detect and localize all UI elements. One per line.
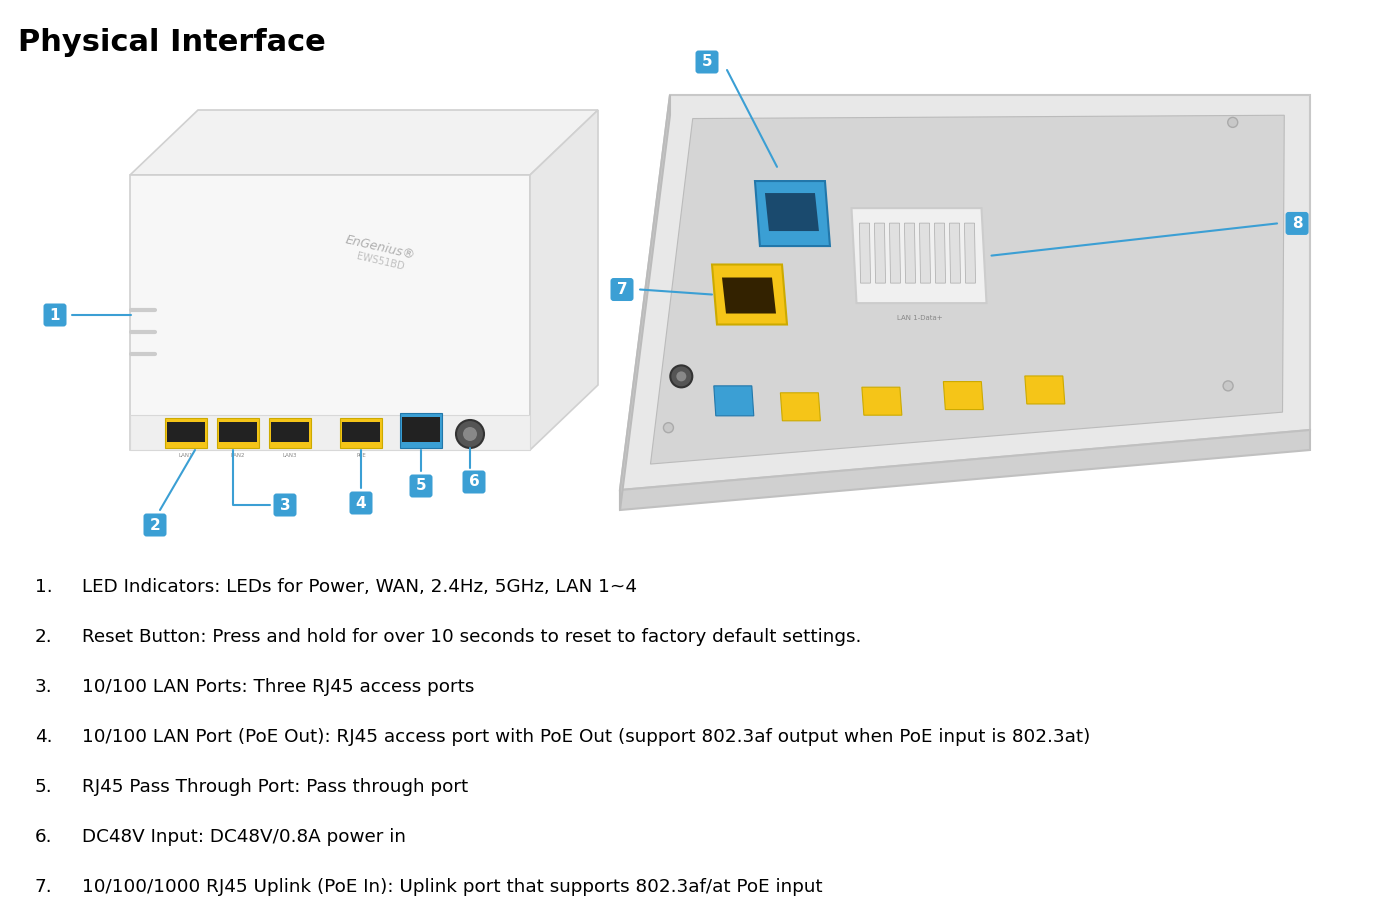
Circle shape bbox=[463, 427, 477, 441]
Text: 7: 7 bbox=[616, 282, 627, 297]
Circle shape bbox=[664, 423, 674, 433]
Circle shape bbox=[676, 372, 686, 382]
Polygon shape bbox=[219, 422, 257, 442]
Polygon shape bbox=[620, 95, 1310, 490]
Polygon shape bbox=[722, 278, 775, 313]
Text: 10/100/1000 RJ45 Uplink (PoE In): Uplink port that supports 802.3af/at PoE input: 10/100/1000 RJ45 Uplink (PoE In): Uplink… bbox=[82, 878, 822, 896]
Polygon shape bbox=[781, 393, 821, 421]
Circle shape bbox=[1224, 381, 1233, 391]
Polygon shape bbox=[755, 181, 830, 246]
Polygon shape bbox=[340, 418, 382, 448]
FancyBboxPatch shape bbox=[349, 491, 373, 515]
FancyBboxPatch shape bbox=[696, 50, 719, 74]
Text: 7.: 7. bbox=[34, 878, 52, 896]
Text: 5: 5 bbox=[415, 478, 426, 494]
Polygon shape bbox=[905, 223, 916, 283]
Polygon shape bbox=[131, 175, 529, 450]
Polygon shape bbox=[166, 422, 205, 442]
Polygon shape bbox=[1024, 376, 1064, 404]
Text: DC48V Input: DC48V/0.8A power in: DC48V Input: DC48V/0.8A power in bbox=[82, 828, 406, 846]
Text: 1.: 1. bbox=[34, 578, 52, 596]
Text: LAN2: LAN2 bbox=[231, 453, 245, 458]
Polygon shape bbox=[620, 430, 1310, 510]
FancyBboxPatch shape bbox=[131, 415, 529, 450]
Circle shape bbox=[456, 420, 484, 448]
Circle shape bbox=[671, 365, 693, 387]
Text: 10/100 LAN Ports: Three RJ45 access ports: 10/100 LAN Ports: Three RJ45 access port… bbox=[82, 678, 474, 696]
Polygon shape bbox=[950, 223, 961, 283]
Text: LAN 1-Data+: LAN 1-Data+ bbox=[896, 315, 942, 321]
Text: 3.: 3. bbox=[34, 678, 52, 696]
FancyBboxPatch shape bbox=[1286, 212, 1309, 235]
Polygon shape bbox=[851, 208, 986, 303]
Text: 4.: 4. bbox=[34, 728, 52, 746]
FancyBboxPatch shape bbox=[410, 475, 433, 498]
Polygon shape bbox=[400, 413, 441, 448]
FancyBboxPatch shape bbox=[44, 303, 66, 327]
Polygon shape bbox=[920, 223, 931, 283]
Text: 2.: 2. bbox=[34, 628, 52, 646]
Polygon shape bbox=[271, 422, 309, 442]
Text: 5.: 5. bbox=[34, 778, 52, 796]
Text: 2: 2 bbox=[150, 518, 161, 532]
Polygon shape bbox=[131, 110, 598, 175]
Polygon shape bbox=[342, 422, 380, 442]
Text: EnGenius®: EnGenius® bbox=[344, 234, 417, 262]
Text: 1: 1 bbox=[49, 308, 60, 322]
Text: 3: 3 bbox=[279, 498, 290, 512]
Polygon shape bbox=[935, 223, 946, 283]
Text: 6: 6 bbox=[469, 475, 480, 489]
Polygon shape bbox=[217, 418, 258, 448]
Text: 6.: 6. bbox=[34, 828, 52, 846]
Polygon shape bbox=[714, 386, 754, 415]
Text: Physical Interface: Physical Interface bbox=[18, 28, 326, 57]
FancyBboxPatch shape bbox=[274, 494, 297, 517]
Text: LAN3: LAN3 bbox=[283, 453, 297, 458]
FancyBboxPatch shape bbox=[610, 278, 634, 301]
Polygon shape bbox=[402, 417, 440, 442]
Polygon shape bbox=[165, 418, 208, 448]
Polygon shape bbox=[765, 193, 820, 231]
Text: 10/100 LAN Port (PoE Out): RJ45 access port with PoE Out (support 802.3af output: 10/100 LAN Port (PoE Out): RJ45 access p… bbox=[82, 728, 1090, 746]
Polygon shape bbox=[712, 265, 786, 324]
FancyBboxPatch shape bbox=[143, 513, 166, 537]
Polygon shape bbox=[859, 223, 870, 283]
Text: 8: 8 bbox=[1291, 216, 1302, 231]
Text: LED Indicators: LEDs for Power, WAN, 2.4Hz, 5GHz, LAN 1~4: LED Indicators: LEDs for Power, WAN, 2.4… bbox=[82, 578, 637, 596]
Polygon shape bbox=[650, 115, 1284, 464]
Polygon shape bbox=[964, 223, 975, 283]
Text: Reset Button: Press and hold for over 10 seconds to reset to factory default set: Reset Button: Press and hold for over 10… bbox=[82, 628, 861, 646]
Text: RJ45 Pass Through Port: Pass through port: RJ45 Pass Through Port: Pass through por… bbox=[82, 778, 469, 796]
Polygon shape bbox=[943, 382, 983, 410]
Polygon shape bbox=[529, 110, 598, 450]
Polygon shape bbox=[270, 418, 311, 448]
FancyBboxPatch shape bbox=[462, 470, 485, 494]
Text: EWS51BD: EWS51BD bbox=[355, 252, 404, 272]
Text: LAN1: LAN1 bbox=[179, 453, 194, 458]
Text: PoE: PoE bbox=[356, 453, 366, 458]
Polygon shape bbox=[862, 387, 902, 415]
Polygon shape bbox=[620, 95, 670, 510]
Polygon shape bbox=[874, 223, 886, 283]
Text: 5: 5 bbox=[701, 55, 712, 69]
Circle shape bbox=[1228, 118, 1238, 128]
Polygon shape bbox=[890, 223, 901, 283]
Text: 4: 4 bbox=[356, 496, 366, 510]
